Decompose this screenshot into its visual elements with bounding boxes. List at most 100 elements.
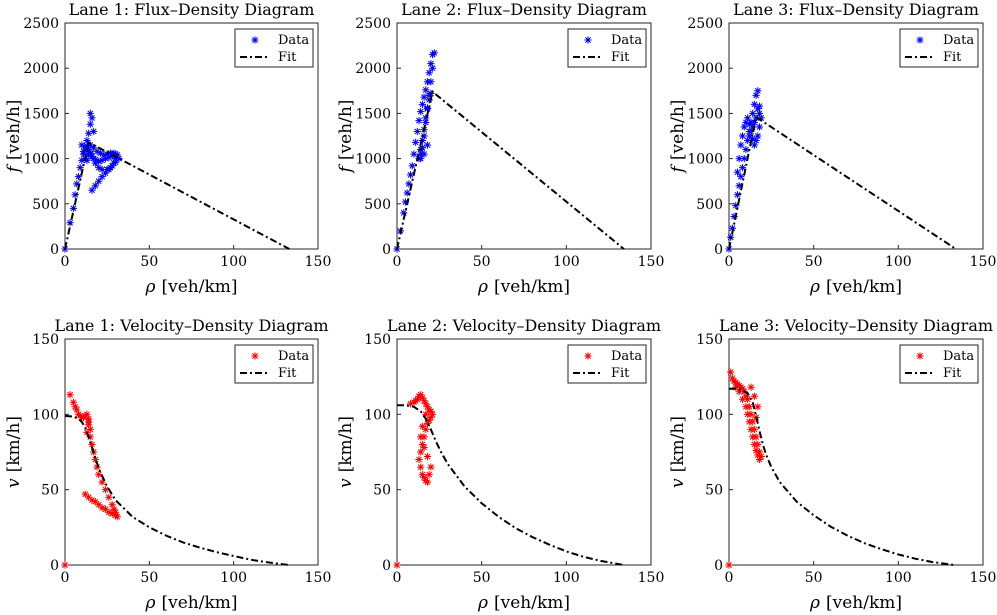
fit-line — [396, 89, 625, 250]
y-tick-label: 500 — [364, 197, 391, 213]
data-point — [98, 478, 106, 486]
data-series — [393, 391, 437, 569]
data-point — [73, 406, 81, 414]
data-point — [725, 561, 733, 569]
data-point — [417, 155, 425, 163]
axes-frame — [396, 22, 652, 250]
data-point — [750, 118, 758, 127]
x-axis-symbol: ρ — [809, 593, 820, 613]
y-axis-symbol: f — [4, 163, 24, 174]
y-tick-label: 2500 — [355, 16, 391, 32]
x-axis-label: ρ [veh/km] — [477, 277, 570, 297]
data-point — [735, 182, 743, 190]
x-axis-label: ρ [veh/km] — [144, 593, 237, 613]
data-point — [755, 109, 764, 117]
data-point — [86, 141, 94, 149]
legend: Data Fit — [234, 344, 314, 384]
y-axis-unit: [veh/h] — [336, 100, 356, 161]
y-tick-label: 1000 — [23, 152, 59, 168]
chart-title: Lane 2: Velocity–Density Diagram — [387, 316, 661, 335]
data-point — [752, 136, 760, 145]
data-point — [420, 150, 428, 158]
y-tick-label: 1500 — [355, 106, 391, 122]
data-point — [427, 463, 435, 471]
data-point — [422, 425, 430, 433]
y-tick-label: 0 — [50, 242, 59, 258]
subplot-5: Lane 2: Velocity–Density Diagram 0 50 100 15… — [336, 316, 664, 613]
data-point — [420, 397, 428, 405]
legend-entry-fit: Fit — [943, 366, 962, 381]
x-axis-unit: [veh/km] — [494, 593, 570, 613]
data-point — [417, 433, 425, 441]
y-tick-label: 50 — [373, 483, 391, 499]
y-tick-label: 0 — [50, 558, 59, 574]
legend-entry-fit: Fit — [278, 50, 297, 65]
data-point — [112, 511, 120, 519]
data-point — [417, 391, 425, 399]
data-point — [88, 153, 96, 161]
data-point — [425, 69, 433, 77]
legend-box — [234, 344, 314, 384]
data-point — [405, 180, 413, 188]
data-point — [88, 440, 96, 449]
data-point — [83, 410, 91, 418]
legend-data-marker — [916, 352, 924, 360]
data-point — [744, 410, 752, 418]
data-point — [95, 177, 103, 185]
data-point — [101, 505, 110, 513]
x-axis-unit: [veh/km] — [494, 277, 570, 297]
legend-data-marker — [916, 36, 924, 44]
data-point — [752, 446, 760, 455]
x-axis-unit: [veh/km] — [161, 593, 237, 613]
y-axis-symbol: f — [668, 163, 688, 174]
data-point — [93, 463, 101, 471]
y-tick-label: 1500 — [23, 106, 59, 122]
y-tick-label: 2000 — [355, 61, 391, 77]
legend-entry-data: Data — [611, 33, 642, 48]
data-point — [738, 164, 747, 172]
data-point — [69, 398, 78, 406]
data-point — [98, 165, 106, 174]
data-point — [754, 403, 762, 411]
data-point — [86, 120, 94, 128]
data-point — [728, 374, 736, 382]
legend-box — [567, 28, 647, 68]
data-point — [103, 150, 111, 158]
data-point — [420, 443, 428, 452]
y-tick-label: 0 — [714, 558, 723, 574]
data-point — [95, 501, 103, 509]
data-point — [422, 118, 430, 127]
axes-frame — [396, 338, 652, 566]
y-tick-label: 100 — [364, 407, 391, 423]
y-axis-label: v [km/h] — [336, 416, 356, 488]
data-point — [83, 136, 91, 145]
x-tick-label: 150 — [305, 254, 332, 270]
data-point — [403, 189, 411, 197]
data-point — [744, 395, 752, 403]
data-point — [88, 114, 96, 122]
legend-entry-data: Data — [278, 33, 309, 48]
data-point — [98, 504, 106, 512]
data-point — [418, 471, 426, 479]
x-axis-label: ρ [veh/km] — [144, 277, 237, 297]
data-point — [78, 141, 86, 149]
data-point — [735, 388, 743, 396]
data-series — [61, 391, 121, 569]
y-axis-label: f [veh/h] — [668, 100, 688, 175]
data-point — [425, 416, 433, 424]
data-point — [85, 145, 93, 154]
data-point — [428, 410, 437, 418]
data-point — [110, 159, 118, 167]
data-point — [100, 151, 108, 159]
x-tick-label: 0 — [725, 570, 734, 586]
fit-line — [729, 387, 955, 566]
legend: Data Fit — [567, 344, 647, 384]
data-point — [738, 132, 747, 140]
data-point — [742, 145, 750, 154]
y-tick-label: 150 — [32, 332, 59, 348]
data-point — [95, 157, 103, 165]
data-point — [744, 136, 752, 145]
data-point — [755, 455, 764, 464]
